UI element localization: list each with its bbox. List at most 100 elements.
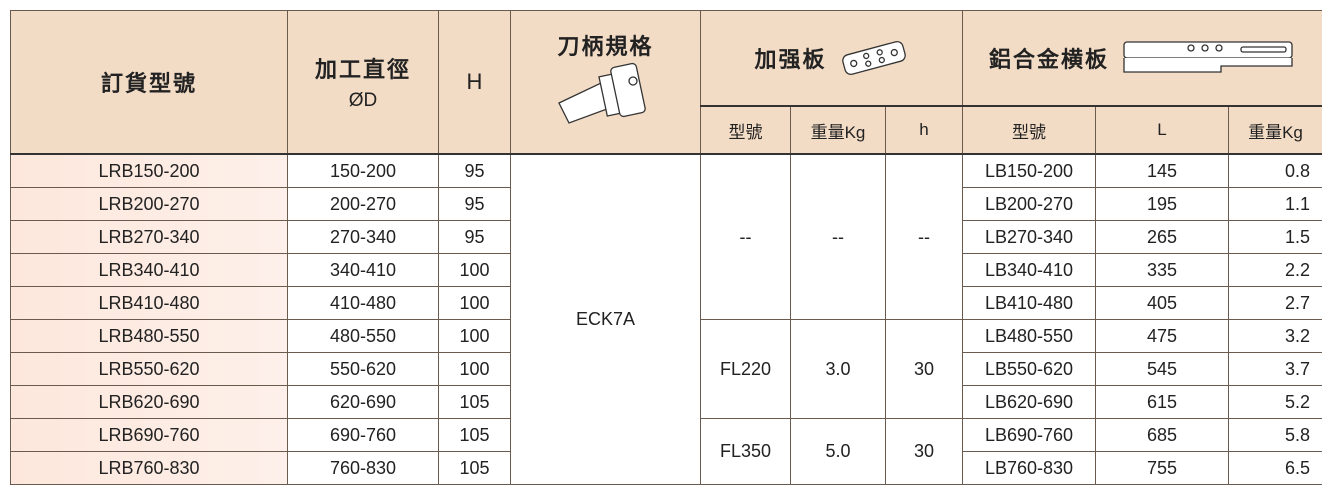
- table-cell: 620-690: [287, 385, 439, 419]
- header-cell: L: [1095, 105, 1229, 155]
- table-cell: LRB200-270: [10, 187, 288, 221]
- table-cell: 100: [438, 352, 511, 386]
- table-cell: 145: [1095, 153, 1229, 188]
- header-text: ØD: [348, 90, 378, 111]
- table-cell: 1.1: [1228, 187, 1322, 221]
- header-cell: h: [885, 105, 963, 155]
- table-cell: 100: [438, 319, 511, 353]
- table-cell: 5.8: [1228, 418, 1322, 452]
- header-cell: 加工直徑 ØD: [287, 10, 439, 155]
- table-cell: 95: [438, 153, 511, 188]
- table-cell: 5.0: [790, 418, 886, 485]
- table-cell: 760-830: [287, 451, 439, 485]
- table-cell: 105: [438, 418, 511, 452]
- table-cell: 545: [1095, 352, 1229, 386]
- table-cell: LB270-340: [962, 220, 1096, 254]
- table-cell: 410-480: [287, 286, 439, 320]
- table-cell: LRB480-550: [10, 319, 288, 353]
- table-cell: LRB340-410: [10, 253, 288, 287]
- table-row: LRB340-410 340-410 100 LB340-410 335 2.2: [10, 253, 1322, 287]
- header-text: 刀柄規格: [557, 34, 654, 59]
- table-cell: LB340-410: [962, 253, 1096, 287]
- table-cell: 615: [1095, 385, 1229, 419]
- table-cell: 2.2: [1228, 253, 1322, 287]
- header-text: 加工直徑: [314, 57, 411, 82]
- table-cell: 3.2: [1228, 319, 1322, 353]
- table-cell: 6.5: [1228, 451, 1322, 485]
- table-cell: 755: [1095, 451, 1229, 485]
- table-cell: 30: [885, 319, 963, 419]
- table-cell: 475: [1095, 319, 1229, 353]
- header-row: 訂貨型號 加工直徑 ØD H 刀柄規格 加强板: [10, 10, 1322, 155]
- table-cell: 100: [438, 253, 511, 287]
- header-cell: 鋁合金横板: [962, 10, 1322, 107]
- table-cell: LRB410-480: [10, 286, 288, 320]
- table-cell: LB480-550: [962, 319, 1096, 353]
- table-cell: 3.7: [1228, 352, 1322, 386]
- header-cell: H: [438, 10, 511, 155]
- table-row: LRB200-270 200-270 95 LB200-270 195 1.1: [10, 187, 1322, 221]
- table-cell: 270-340: [287, 220, 439, 254]
- header-row: 型號 重量Kg h 型號 L 重量Kg: [11, 105, 1322, 155]
- table-cell: LRB690-760: [10, 418, 288, 452]
- table-cell: LB410-480: [962, 286, 1096, 320]
- table-cell: 100: [438, 286, 511, 320]
- table-cell: LRB150-200: [10, 153, 288, 188]
- table-row: LRB620-690 620-690 105 LB620-690 615 5.2: [10, 385, 1322, 419]
- table-cell: LRB760-830: [10, 451, 288, 485]
- table-cell: LRB620-690: [10, 385, 288, 419]
- table-row: LRB410-480 410-480 100 LB410-480 405 2.7: [10, 286, 1322, 320]
- table-row: LRB270-340 270-340 95 LB270-340 265 1.5: [10, 220, 1322, 254]
- table-cell: 480-550: [287, 319, 439, 353]
- table-cell: FL220: [700, 319, 791, 419]
- header-cell: 刀柄規格: [510, 10, 701, 155]
- spec-table: 訂貨型號 加工直徑 ØD H 刀柄規格 加强板: [10, 10, 1322, 485]
- table-cell: ECK7A: [510, 153, 701, 485]
- table-cell: 1.5: [1228, 220, 1322, 254]
- holder-icon: [557, 62, 646, 124]
- table-body: LRB150-200 150-200 95 ECK7A -- -- -- LB150-200 1…: [10, 153, 1322, 485]
- table-cell: 0.8: [1228, 153, 1322, 188]
- table-cell: 340-410: [287, 253, 439, 287]
- table-cell: 335: [1095, 253, 1229, 287]
- table-cell: 5.2: [1228, 385, 1322, 419]
- table-cell: LB150-200: [962, 153, 1096, 188]
- table-cell: LRB270-340: [10, 220, 288, 254]
- table-cell: 685: [1095, 418, 1229, 452]
- table-row: LRB690-760 690-760 105 FL350 5.0 30 LB690-760 6…: [10, 418, 1322, 485]
- table-cell: 105: [438, 385, 511, 419]
- table-cell: --: [790, 153, 886, 320]
- crossbar-icon: [1123, 41, 1293, 73]
- table-cell: 2.7: [1228, 286, 1322, 320]
- plate-icon: [841, 41, 906, 75]
- header-cell: 重量Kg: [1228, 105, 1322, 155]
- table-cell: 200-270: [287, 187, 439, 221]
- table-row: LRB150-200 150-200 95 ECK7A -- -- -- LB150-200 1…: [10, 153, 1322, 485]
- table-cell: LB760-830: [962, 451, 1096, 485]
- table-cell: 3.0: [790, 319, 886, 419]
- table-cell: 95: [438, 220, 511, 254]
- table-cell: 405: [1095, 286, 1229, 320]
- table-row: LRB480-550 480-550 100 FL220 3.0 30 LB480-550 4…: [10, 319, 1322, 419]
- table-row: LRB550-620 550-620 100 LB550-620 545 3.7: [10, 352, 1322, 386]
- header-text: 加强板: [754, 47, 827, 72]
- table-cell: 195: [1095, 187, 1229, 221]
- table-row: LRB760-830 760-830 105 LB760-830 755 6.5: [10, 451, 1322, 485]
- header-cell: 型號: [962, 105, 1096, 155]
- table-cell: --: [885, 153, 963, 320]
- table-cell: 550-620: [287, 352, 439, 386]
- table-cell: 30: [885, 418, 963, 485]
- header-cell: 型號: [700, 105, 791, 155]
- table-cell: 150-200: [287, 153, 439, 188]
- table-cell: 105: [438, 451, 511, 485]
- table-header: 訂貨型號 加工直徑 ØD H 刀柄規格 加强板: [10, 10, 1322, 155]
- table-cell: FL350: [700, 418, 791, 485]
- table-cell: 265: [1095, 220, 1229, 254]
- header-cell: 訂貨型號: [10, 10, 288, 155]
- table-cell: LB550-620: [962, 352, 1096, 386]
- header-cell: 加强板: [700, 10, 963, 107]
- table-cell: LRB550-620: [10, 352, 288, 386]
- table-cell: LB690-760: [962, 418, 1096, 452]
- table-cell: 95: [438, 187, 511, 221]
